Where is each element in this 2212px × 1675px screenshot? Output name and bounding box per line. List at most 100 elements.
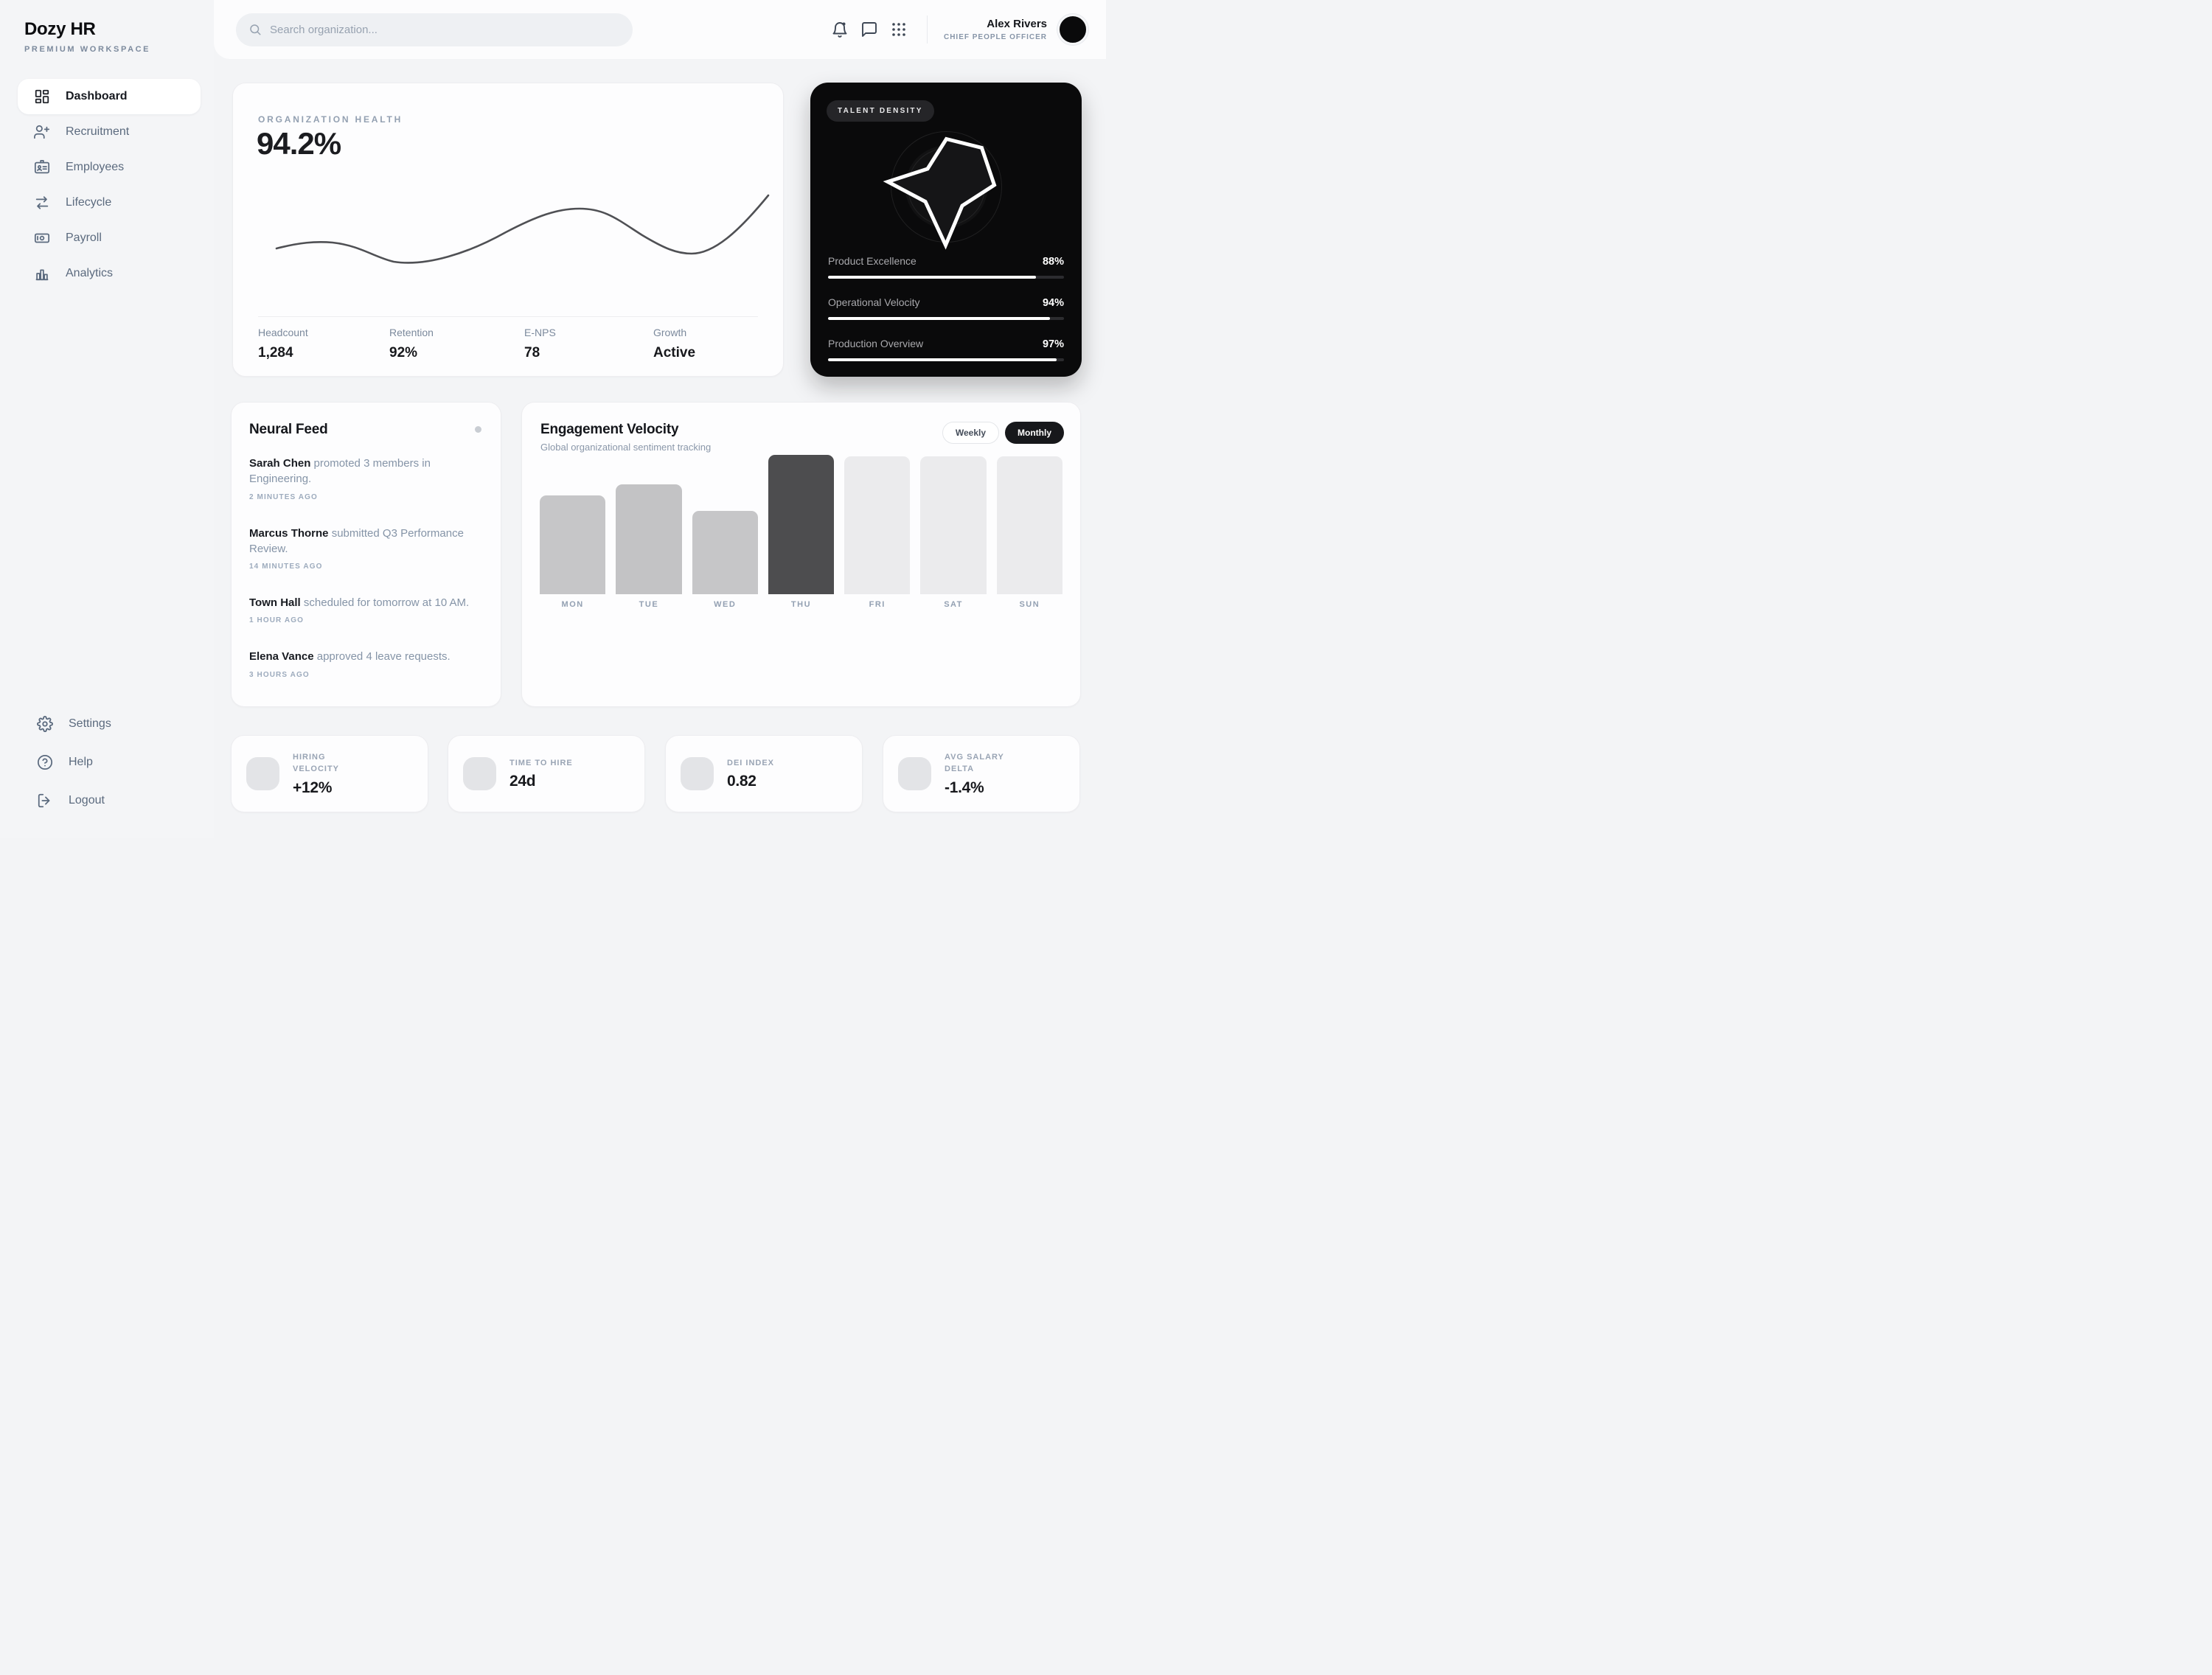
org-health-label: ORGANIZATION HEALTH bbox=[258, 114, 403, 125]
bar-chart-icon bbox=[34, 265, 50, 282]
engagement-bar bbox=[920, 456, 987, 594]
sidebar-item-label: Recruitment bbox=[66, 125, 130, 138]
notifications-button[interactable] bbox=[831, 21, 849, 38]
kpi-icon-placeholder bbox=[246, 757, 279, 790]
talent-progress-fill bbox=[828, 358, 1057, 361]
sidebar-footer: Settings Help Logout bbox=[0, 705, 214, 820]
org-health-value: 94.2% bbox=[257, 126, 341, 161]
sidebar-item-lifecycle[interactable]: Lifecycle bbox=[0, 185, 214, 220]
search-box bbox=[236, 13, 633, 46]
stat-value: 78 bbox=[524, 345, 540, 361]
radar-polygon bbox=[883, 136, 997, 250]
status-dot bbox=[475, 426, 481, 433]
feed-timestamp: 1 HOUR AGO bbox=[249, 616, 304, 625]
search-icon bbox=[248, 23, 262, 36]
feed-text: submitted Q3 Performance Review. bbox=[249, 526, 464, 555]
health-line-path bbox=[275, 194, 770, 264]
sidebar-item-settings[interactable]: Settings bbox=[0, 705, 214, 743]
engagement-bar-chart bbox=[540, 455, 1062, 594]
engagement-bar bbox=[844, 456, 911, 594]
sidebar-nav: Dashboard Recruitment Employees Lifecycl… bbox=[0, 79, 214, 291]
metric-value: 97% bbox=[1042, 338, 1064, 350]
gear-icon bbox=[37, 716, 53, 732]
sidebar-item-dashboard[interactable]: Dashboard bbox=[18, 79, 201, 114]
id-card-icon bbox=[34, 159, 50, 175]
period-toggle: Weekly Monthly bbox=[942, 422, 1064, 444]
stat-headcount: Headcount 1,284 bbox=[258, 327, 389, 361]
stat-value: 92% bbox=[389, 345, 418, 361]
talent-progress-fill bbox=[828, 276, 1036, 279]
stat-label: Retention bbox=[389, 327, 434, 338]
talent-metric-row: Product Excellence 88% bbox=[828, 255, 1064, 279]
stat-growth: Growth Active bbox=[653, 327, 695, 361]
bar-label: TUE bbox=[639, 600, 659, 609]
monthly-toggle-button[interactable]: Monthly bbox=[1005, 422, 1064, 444]
engagement-subtitle: Global organizational sentiment tracking bbox=[540, 442, 712, 453]
sidebar-item-employees[interactable]: Employees bbox=[0, 150, 214, 185]
kpi-icon-placeholder bbox=[681, 757, 714, 790]
feed-item: Sarah Chen promoted 3 members in Enginee… bbox=[249, 456, 483, 501]
kpi-label: TIME TO HIRE bbox=[509, 758, 573, 767]
sidebar-item-analytics[interactable]: Analytics bbox=[0, 256, 214, 291]
feed-text: scheduled for tomorrow at 10 AM. bbox=[300, 596, 470, 610]
sidebar-item-label: Lifecycle bbox=[66, 196, 112, 209]
kpi-hiring-velocity-card: HIRING VELOCITY +12% bbox=[231, 735, 428, 812]
sidebar-item-recruitment[interactable]: Recruitment bbox=[0, 114, 214, 150]
health-line bbox=[275, 194, 770, 264]
kpi-avg-salary-delta-card: AVG SALARY DELTA -1.4% bbox=[883, 735, 1080, 812]
messages-button[interactable] bbox=[860, 21, 878, 38]
stat-retention: Retention 92% bbox=[389, 327, 524, 361]
organization-health-card: ORGANIZATION HEALTH 94.2% Headcount 1,28… bbox=[232, 83, 784, 377]
chat-icon bbox=[862, 22, 877, 37]
user-info: Alex Rivers CHIEF PEOPLE OFFICER bbox=[944, 18, 1047, 41]
bar-label: SAT bbox=[944, 600, 963, 609]
radar-chart bbox=[883, 131, 1002, 250]
topbar: Alex Rivers CHIEF PEOPLE OFFICER bbox=[214, 0, 1106, 59]
user-plus-icon bbox=[34, 124, 50, 140]
apps-button[interactable] bbox=[890, 21, 908, 38]
kpi-icon-placeholder bbox=[463, 757, 496, 790]
divider bbox=[258, 316, 758, 317]
progress-track bbox=[828, 358, 1064, 361]
help-circle-icon bbox=[37, 754, 53, 770]
engagement-bar bbox=[616, 484, 682, 594]
neural-feed-card: Neural Feed Sarah Chen promoted 3 member… bbox=[231, 402, 501, 707]
engagement-bar-labels: MON TUE WED THU FRI SAT SUN bbox=[540, 600, 1062, 609]
main-content: ORGANIZATION HEALTH 94.2% Headcount 1,28… bbox=[214, 59, 1106, 838]
bar-label: MON bbox=[561, 600, 584, 609]
weekly-toggle-button[interactable]: Weekly bbox=[942, 422, 999, 444]
metric-value: 88% bbox=[1042, 256, 1064, 268]
talent-metric-row: Production Overview 97% bbox=[828, 338, 1064, 361]
feed-actor: Town Hall bbox=[249, 596, 301, 610]
kpi-dei-index-card: DEI INDEX 0.82 bbox=[665, 735, 863, 812]
feed-items: Sarah Chen promoted 3 members in Enginee… bbox=[249, 456, 483, 703]
talent-metric-row: Operational Velocity 94% bbox=[828, 296, 1064, 320]
feed-item: Elena Vance approved 4 leave requests. 3… bbox=[249, 649, 483, 678]
avatar[interactable] bbox=[1057, 14, 1088, 45]
workspace-label: PREMIUM WORKSPACE bbox=[24, 45, 151, 54]
feed-text: approved 4 leave requests. bbox=[313, 650, 451, 664]
metric-value: 94% bbox=[1042, 297, 1064, 309]
sidebar-item-label: Help bbox=[69, 756, 93, 768]
bar-label: THU bbox=[790, 600, 812, 609]
progress-track bbox=[828, 317, 1064, 320]
sidebar-item-logout[interactable]: Logout bbox=[0, 781, 214, 820]
sidebar-item-help[interactable]: Help bbox=[0, 743, 214, 781]
feed-timestamp: 3 HOURS AGO bbox=[249, 670, 310, 679]
feed-text: promoted 3 members in Engineering. bbox=[249, 457, 431, 486]
grid-dots-icon bbox=[892, 23, 905, 36]
stat-label: E-NPS bbox=[524, 327, 556, 338]
talent-progress-fill bbox=[828, 317, 1050, 320]
logout-icon bbox=[37, 793, 53, 809]
talent-metrics: Product Excellence 88% Operational Veloc… bbox=[828, 255, 1064, 379]
sidebar: Dozy HR PREMIUM WORKSPACE Dashboard Recr… bbox=[0, 0, 214, 838]
sidebar-item-payroll[interactable]: Payroll bbox=[0, 220, 214, 256]
banknote-icon bbox=[34, 230, 50, 246]
neural-feed-title: Neural Feed bbox=[249, 422, 328, 437]
engagement-bar bbox=[692, 510, 758, 594]
search-input[interactable] bbox=[236, 13, 633, 46]
user-role: CHIEF PEOPLE OFFICER bbox=[943, 33, 1047, 41]
kpi-icon-placeholder bbox=[898, 757, 931, 790]
sidebar-item-label: Payroll bbox=[66, 231, 102, 244]
app-title: Dozy HR bbox=[24, 19, 96, 39]
